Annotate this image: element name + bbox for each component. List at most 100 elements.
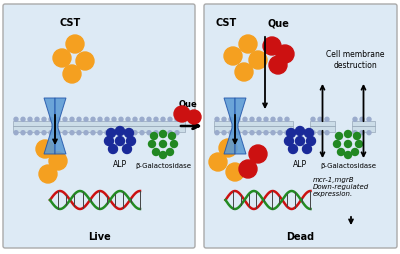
Circle shape xyxy=(133,131,137,135)
Circle shape xyxy=(296,137,304,146)
Circle shape xyxy=(271,118,275,122)
Circle shape xyxy=(288,145,298,154)
Circle shape xyxy=(36,140,54,158)
Circle shape xyxy=(367,131,371,135)
Circle shape xyxy=(168,133,176,140)
Circle shape xyxy=(209,153,227,171)
Circle shape xyxy=(104,137,114,146)
Text: Dead: Dead xyxy=(286,231,314,241)
Circle shape xyxy=(152,149,160,156)
Circle shape xyxy=(66,36,84,54)
Circle shape xyxy=(122,145,132,154)
Circle shape xyxy=(318,118,322,122)
Circle shape xyxy=(336,133,342,140)
Circle shape xyxy=(170,141,178,148)
PathPatch shape xyxy=(224,99,235,154)
Circle shape xyxy=(263,38,281,56)
Circle shape xyxy=(236,131,240,135)
Bar xyxy=(214,121,293,126)
Circle shape xyxy=(264,131,268,135)
Circle shape xyxy=(285,131,289,135)
Text: CST: CST xyxy=(215,18,237,28)
Circle shape xyxy=(257,118,261,122)
Circle shape xyxy=(106,129,116,138)
Circle shape xyxy=(354,133,360,140)
Circle shape xyxy=(168,118,172,122)
Circle shape xyxy=(271,131,275,135)
Circle shape xyxy=(119,131,123,135)
Circle shape xyxy=(42,118,46,122)
Circle shape xyxy=(360,118,364,122)
Circle shape xyxy=(311,131,315,135)
Circle shape xyxy=(334,141,340,148)
Circle shape xyxy=(63,118,67,122)
Circle shape xyxy=(98,118,102,122)
Circle shape xyxy=(344,131,352,138)
FancyBboxPatch shape xyxy=(3,5,195,248)
Circle shape xyxy=(56,118,60,122)
Circle shape xyxy=(140,118,144,122)
Circle shape xyxy=(286,129,296,138)
Circle shape xyxy=(28,131,32,135)
Circle shape xyxy=(269,57,287,75)
FancyBboxPatch shape xyxy=(204,5,397,248)
Circle shape xyxy=(112,118,116,122)
Text: CST: CST xyxy=(59,18,81,28)
Circle shape xyxy=(112,131,116,135)
Circle shape xyxy=(264,118,268,122)
Circle shape xyxy=(76,53,94,71)
Circle shape xyxy=(311,118,315,122)
Circle shape xyxy=(360,131,364,135)
Circle shape xyxy=(133,118,137,122)
Circle shape xyxy=(243,131,247,135)
Circle shape xyxy=(367,118,371,122)
Circle shape xyxy=(306,137,316,146)
Circle shape xyxy=(168,131,172,135)
Circle shape xyxy=(229,118,233,122)
Circle shape xyxy=(278,118,282,122)
Circle shape xyxy=(154,118,158,122)
Text: Live: Live xyxy=(88,231,110,241)
Circle shape xyxy=(91,118,95,122)
Circle shape xyxy=(116,127,124,136)
Circle shape xyxy=(325,118,329,122)
Circle shape xyxy=(219,139,237,157)
Bar xyxy=(13,121,185,126)
Circle shape xyxy=(222,118,226,122)
Circle shape xyxy=(140,131,144,135)
Circle shape xyxy=(160,131,166,138)
Circle shape xyxy=(235,64,253,82)
Circle shape xyxy=(160,152,166,159)
Circle shape xyxy=(39,165,57,183)
Circle shape xyxy=(126,131,130,135)
Circle shape xyxy=(215,118,219,122)
Circle shape xyxy=(243,118,247,122)
Circle shape xyxy=(35,118,39,122)
Circle shape xyxy=(49,131,53,135)
Circle shape xyxy=(276,46,294,64)
Circle shape xyxy=(28,118,32,122)
Circle shape xyxy=(344,152,352,159)
Text: Que: Que xyxy=(267,18,289,28)
Bar xyxy=(310,126,335,132)
Circle shape xyxy=(91,131,95,135)
Circle shape xyxy=(105,131,109,135)
Circle shape xyxy=(215,131,219,135)
Circle shape xyxy=(77,131,81,135)
Circle shape xyxy=(175,131,179,135)
Circle shape xyxy=(56,131,60,135)
Circle shape xyxy=(49,118,53,122)
Circle shape xyxy=(304,129,314,138)
Circle shape xyxy=(147,118,151,122)
Text: Que: Que xyxy=(179,100,197,109)
Circle shape xyxy=(356,141,362,148)
Text: β-Galactosidase: β-Galactosidase xyxy=(320,162,376,168)
Circle shape xyxy=(353,131,357,135)
Circle shape xyxy=(249,52,267,70)
Text: mcr-1,mgrB
Down-regulated
expression.: mcr-1,mgrB Down-regulated expression. xyxy=(313,176,369,196)
Circle shape xyxy=(70,131,74,135)
Circle shape xyxy=(63,131,67,135)
Circle shape xyxy=(284,137,294,146)
Circle shape xyxy=(161,118,165,122)
Circle shape xyxy=(147,131,151,135)
